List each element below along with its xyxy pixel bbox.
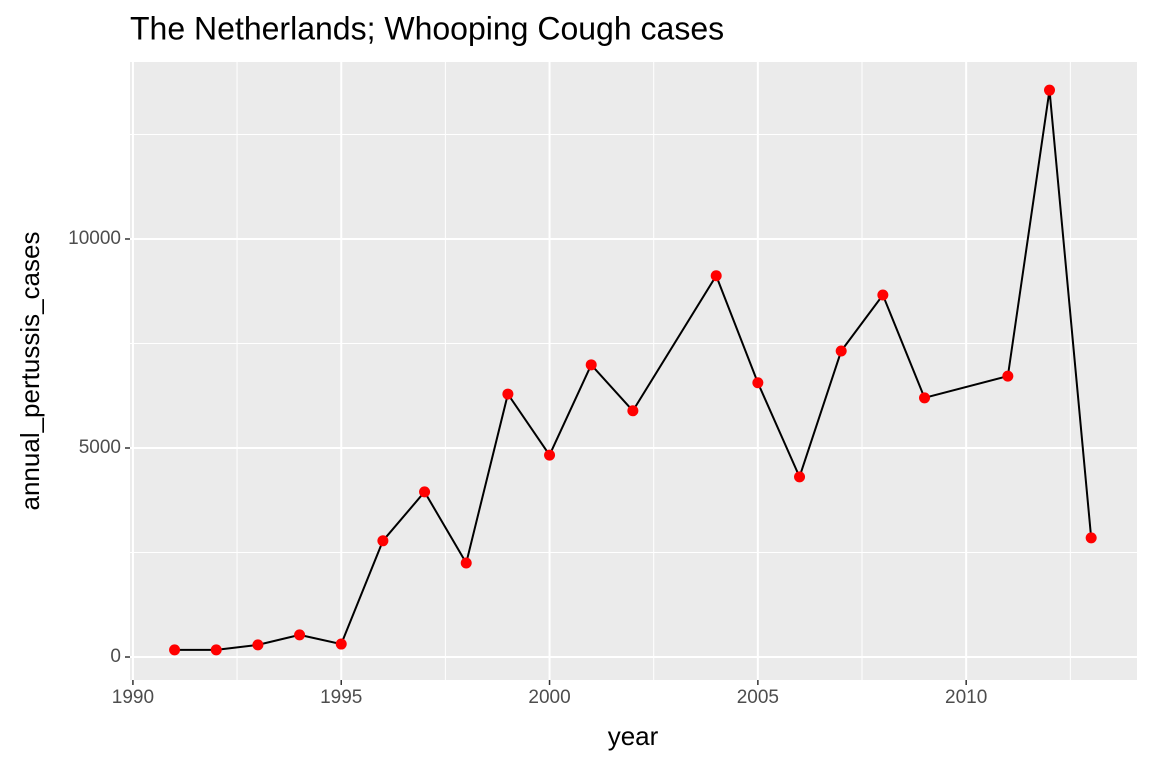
data-point xyxy=(294,629,306,641)
x-tick-label: 1990 xyxy=(112,687,154,708)
panel xyxy=(130,62,1137,680)
chart-title: The Netherlands; Whooping Cough cases xyxy=(130,10,724,46)
y-tick-label: 10000 xyxy=(68,228,121,249)
x-tick-label: 2005 xyxy=(737,687,779,708)
x-tick-label: 2010 xyxy=(945,687,987,708)
data-point xyxy=(169,644,181,656)
y-tick-label: 5000 xyxy=(79,437,121,458)
data-point xyxy=(919,392,931,404)
data-point xyxy=(252,639,264,651)
data-point xyxy=(210,644,222,656)
x-axis-title: year xyxy=(608,721,659,751)
data-point xyxy=(419,486,431,498)
data-point xyxy=(1085,532,1097,544)
data-point xyxy=(794,471,806,483)
x-tick-label: 2000 xyxy=(528,687,570,708)
y-tick-label: 0 xyxy=(110,646,121,667)
data-point xyxy=(627,405,639,417)
y-axis-title: annual_pertussis_cases xyxy=(15,232,45,511)
data-point xyxy=(877,289,889,301)
data-point xyxy=(335,638,347,650)
data-point xyxy=(710,270,722,282)
data-point xyxy=(377,535,389,547)
data-point xyxy=(502,388,514,400)
data-point xyxy=(1002,370,1014,382)
data-point xyxy=(460,557,472,569)
data-point xyxy=(1044,84,1056,96)
data-point xyxy=(585,359,597,371)
x-tick-label: 1995 xyxy=(320,687,362,708)
data-point xyxy=(752,377,764,389)
data-point xyxy=(544,449,556,461)
data-point xyxy=(835,345,847,357)
